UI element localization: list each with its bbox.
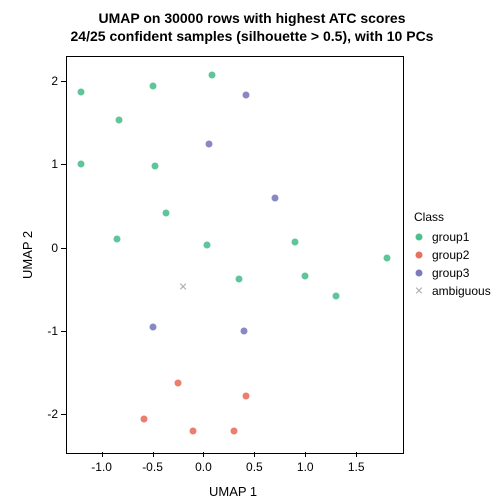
legend-item: × ambiguous	[414, 282, 491, 300]
scatter-point-ambiguous: ×	[179, 280, 187, 294]
scatter-point	[292, 238, 299, 245]
x-axis-label: UMAP 1	[209, 484, 257, 499]
x-tick-mark	[102, 452, 103, 457]
legend-item: group2	[414, 246, 491, 264]
y-tick-label: 0	[40, 241, 58, 255]
scatter-point	[78, 161, 85, 168]
legend-item: group3	[414, 264, 491, 282]
scatter-point	[332, 293, 339, 300]
scatter-point	[190, 428, 197, 435]
title-line-1: UMAP on 30000 rows with highest ATC scor…	[98, 10, 405, 26]
scatter-chart: UMAP on 30000 rows with highest ATC scor…	[0, 0, 504, 504]
scatter-point	[271, 194, 278, 201]
scatter-point	[115, 117, 122, 124]
legend-dot-icon	[416, 234, 423, 241]
legend: Class group1 group2 group3 × ambiguous	[414, 210, 491, 300]
chart-title: UMAP on 30000 rows with highest ATC scor…	[0, 10, 504, 45]
x-tick-label: -1.0	[91, 460, 112, 474]
x-tick-mark	[254, 452, 255, 457]
scatter-point	[243, 393, 250, 400]
legend-title: Class	[414, 210, 491, 224]
y-tick-mark	[61, 414, 66, 415]
y-axis-label: UMAP 2	[20, 231, 35, 279]
x-tick-mark	[203, 452, 204, 457]
plot-area	[66, 56, 404, 454]
legend-swatch: ×	[414, 286, 424, 296]
x-tick-label: 1.5	[348, 460, 365, 474]
y-tick-mark	[61, 81, 66, 82]
scatter-point	[205, 140, 212, 147]
scatter-point	[149, 83, 156, 90]
x-tick-label: 0.0	[195, 460, 212, 474]
legend-swatch	[414, 232, 424, 242]
scatter-point	[141, 415, 148, 422]
legend-label: group1	[432, 230, 469, 244]
legend-swatch	[414, 250, 424, 260]
scatter-point	[78, 88, 85, 95]
legend-label: group3	[432, 266, 469, 280]
legend-label: ambiguous	[432, 284, 491, 298]
y-tick-mark	[61, 248, 66, 249]
x-tick-label: 0.5	[246, 460, 263, 474]
x-tick-label: -0.5	[142, 460, 163, 474]
scatter-point	[149, 323, 156, 330]
y-tick-label: 2	[40, 74, 58, 88]
scatter-point	[175, 379, 182, 386]
legend-cross-icon: ×	[415, 284, 423, 298]
legend-dot-icon	[416, 252, 423, 259]
legend-item: group1	[414, 228, 491, 246]
scatter-point	[151, 163, 158, 170]
title-line-2: 24/25 confident samples (silhouette > 0.…	[71, 28, 434, 44]
y-tick-mark	[61, 164, 66, 165]
scatter-point	[203, 242, 210, 249]
scatter-point	[208, 72, 215, 79]
scatter-point	[241, 328, 248, 335]
scatter-point	[231, 428, 238, 435]
y-tick-label: -1	[40, 324, 58, 338]
scatter-point	[236, 276, 243, 283]
scatter-point	[162, 209, 169, 216]
x-tick-label: 1.0	[297, 460, 314, 474]
legend-swatch	[414, 268, 424, 278]
x-tick-mark	[356, 452, 357, 457]
y-tick-label: 1	[40, 157, 58, 171]
legend-dot-icon	[416, 270, 423, 277]
scatter-point	[113, 236, 120, 243]
x-tick-mark	[305, 452, 306, 457]
x-tick-mark	[153, 452, 154, 457]
y-tick-mark	[61, 331, 66, 332]
scatter-point	[243, 92, 250, 99]
legend-label: group2	[432, 248, 469, 262]
scatter-point	[302, 273, 309, 280]
scatter-point	[383, 254, 390, 261]
y-tick-label: -2	[40, 407, 58, 421]
